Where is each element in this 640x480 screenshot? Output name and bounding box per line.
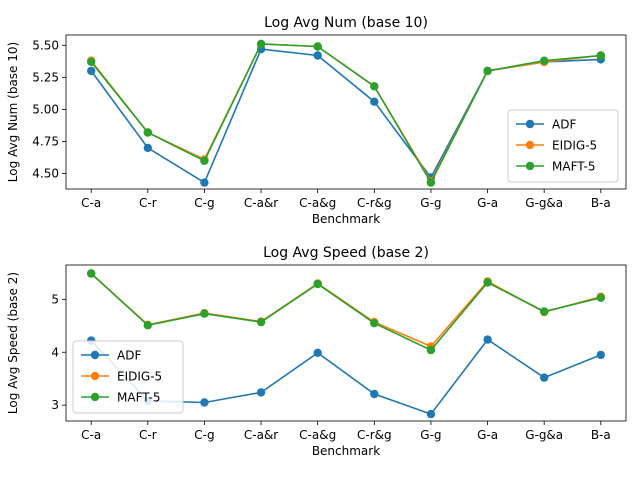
x-axis-label: Benchmark	[312, 212, 380, 226]
data-point	[256, 39, 266, 49]
x-tick-label: C-a	[81, 428, 101, 442]
x-tick-label: G-a	[477, 428, 498, 442]
legend: ADF EIDIG-5 MAFT-5	[507, 109, 619, 183]
data-point	[596, 293, 605, 302]
x-tick-label: B-a	[591, 196, 611, 210]
series-line	[90, 43, 601, 185]
y-tick-label: 5.25	[32, 70, 59, 84]
data-point	[370, 82, 379, 91]
data-point	[426, 409, 436, 419]
y-tick-label: 5	[51, 292, 59, 306]
x-tick-label: G-g&a	[525, 196, 563, 210]
chart-title: Log Avg Speed (base 2)	[263, 245, 429, 261]
chart-panel-2: Log Avg Speed (base 2) C-a C-r C-g C-a&r C-a&…	[6, 245, 627, 458]
legend-marker	[90, 392, 100, 402]
x-tick-label: C-g	[194, 196, 214, 210]
data-point	[483, 335, 492, 344]
data-point	[87, 66, 96, 76]
data-point	[370, 319, 379, 328]
data-point	[483, 278, 492, 287]
data-point	[87, 269, 96, 278]
legend-label: ADF	[117, 349, 141, 363]
data-point	[596, 51, 605, 60]
legend-label: EIDIG-5	[552, 139, 597, 153]
data-point	[200, 156, 209, 165]
legend-label: MAFT-5	[552, 160, 595, 174]
data-point	[426, 178, 436, 187]
data-point	[200, 398, 209, 407]
data-point	[313, 42, 322, 51]
data-point	[596, 350, 605, 360]
chart-panel-1: Log Avg Num (base 10) C-a C-r C-g C-a&r C-a&g…	[6, 15, 627, 226]
data-point	[87, 57, 96, 67]
data-point	[256, 317, 266, 327]
legend-marker	[90, 350, 100, 360]
data-point	[143, 321, 152, 330]
y-axis-label: Log Avg Num (base 10)	[6, 42, 20, 182]
x-tick-label: G-g	[420, 196, 441, 210]
x-tick-label: B-a	[591, 428, 611, 442]
data-point	[256, 388, 266, 397]
legend-marker	[525, 161, 535, 171]
data-point	[313, 348, 322, 357]
legend: ADF EIDIG-5 MAFT-5	[72, 340, 184, 414]
y-tick-label: 5.50	[32, 38, 59, 52]
data-point	[483, 66, 492, 76]
y-axis-label: Log Avg Speed (base 2)	[6, 272, 20, 414]
data-point	[143, 128, 152, 137]
x-tick-label: C-a&g	[299, 428, 336, 442]
legend-marker	[525, 140, 535, 150]
data-point	[200, 309, 209, 318]
legend-marker	[90, 371, 100, 381]
series-line	[90, 272, 601, 352]
data-point	[540, 373, 549, 382]
data-point	[313, 51, 322, 60]
x-tick-label: C-r	[139, 196, 157, 210]
x-tick-label: C-a&r	[244, 196, 278, 210]
x-tick-label: G-a	[477, 196, 498, 210]
legend-label: EIDIG-5	[117, 370, 162, 384]
x-tick-label: C-g	[194, 428, 214, 442]
legend-label: MAFT-5	[117, 391, 160, 405]
data-point	[426, 345, 436, 355]
legend-label: ADF	[552, 118, 576, 132]
x-tick-label: C-r&g	[357, 196, 392, 210]
x-tick-label: C-a&r	[244, 428, 278, 442]
y-tick-label: 5.00	[32, 102, 59, 116]
plot-frame	[65, 34, 627, 190]
x-axis-label: Benchmark	[312, 444, 380, 458]
legend-marker	[525, 119, 535, 129]
x-tick-label: C-a	[81, 196, 101, 210]
y-tick-label: 3	[51, 398, 59, 412]
series-maft-5	[87, 39, 605, 187]
x-tick-label: C-a&g	[299, 196, 336, 210]
x-tick-label: G-g&a	[525, 428, 563, 442]
x-tick-label: C-r	[139, 428, 157, 442]
series-eidig-5	[87, 269, 605, 351]
data-point	[200, 178, 209, 187]
y-tick-label: 4.75	[32, 135, 59, 149]
data-point	[370, 389, 379, 399]
data-point	[143, 143, 152, 153]
series-maft-5	[87, 269, 605, 355]
data-point	[313, 279, 322, 289]
y-tick-label: 4.50	[32, 167, 59, 181]
x-tick-label: C-r&g	[357, 428, 392, 442]
data-point	[540, 307, 549, 316]
data-point	[370, 97, 379, 106]
chart-title: Log Avg Num (base 10)	[264, 15, 428, 31]
plot-frame	[65, 264, 627, 422]
y-tick-label: 4	[51, 345, 59, 359]
series-line	[90, 272, 602, 348]
legend-box	[507, 109, 619, 183]
x-tick-label: G-g	[420, 428, 441, 442]
legend-box	[72, 340, 184, 414]
data-point	[540, 56, 549, 65]
